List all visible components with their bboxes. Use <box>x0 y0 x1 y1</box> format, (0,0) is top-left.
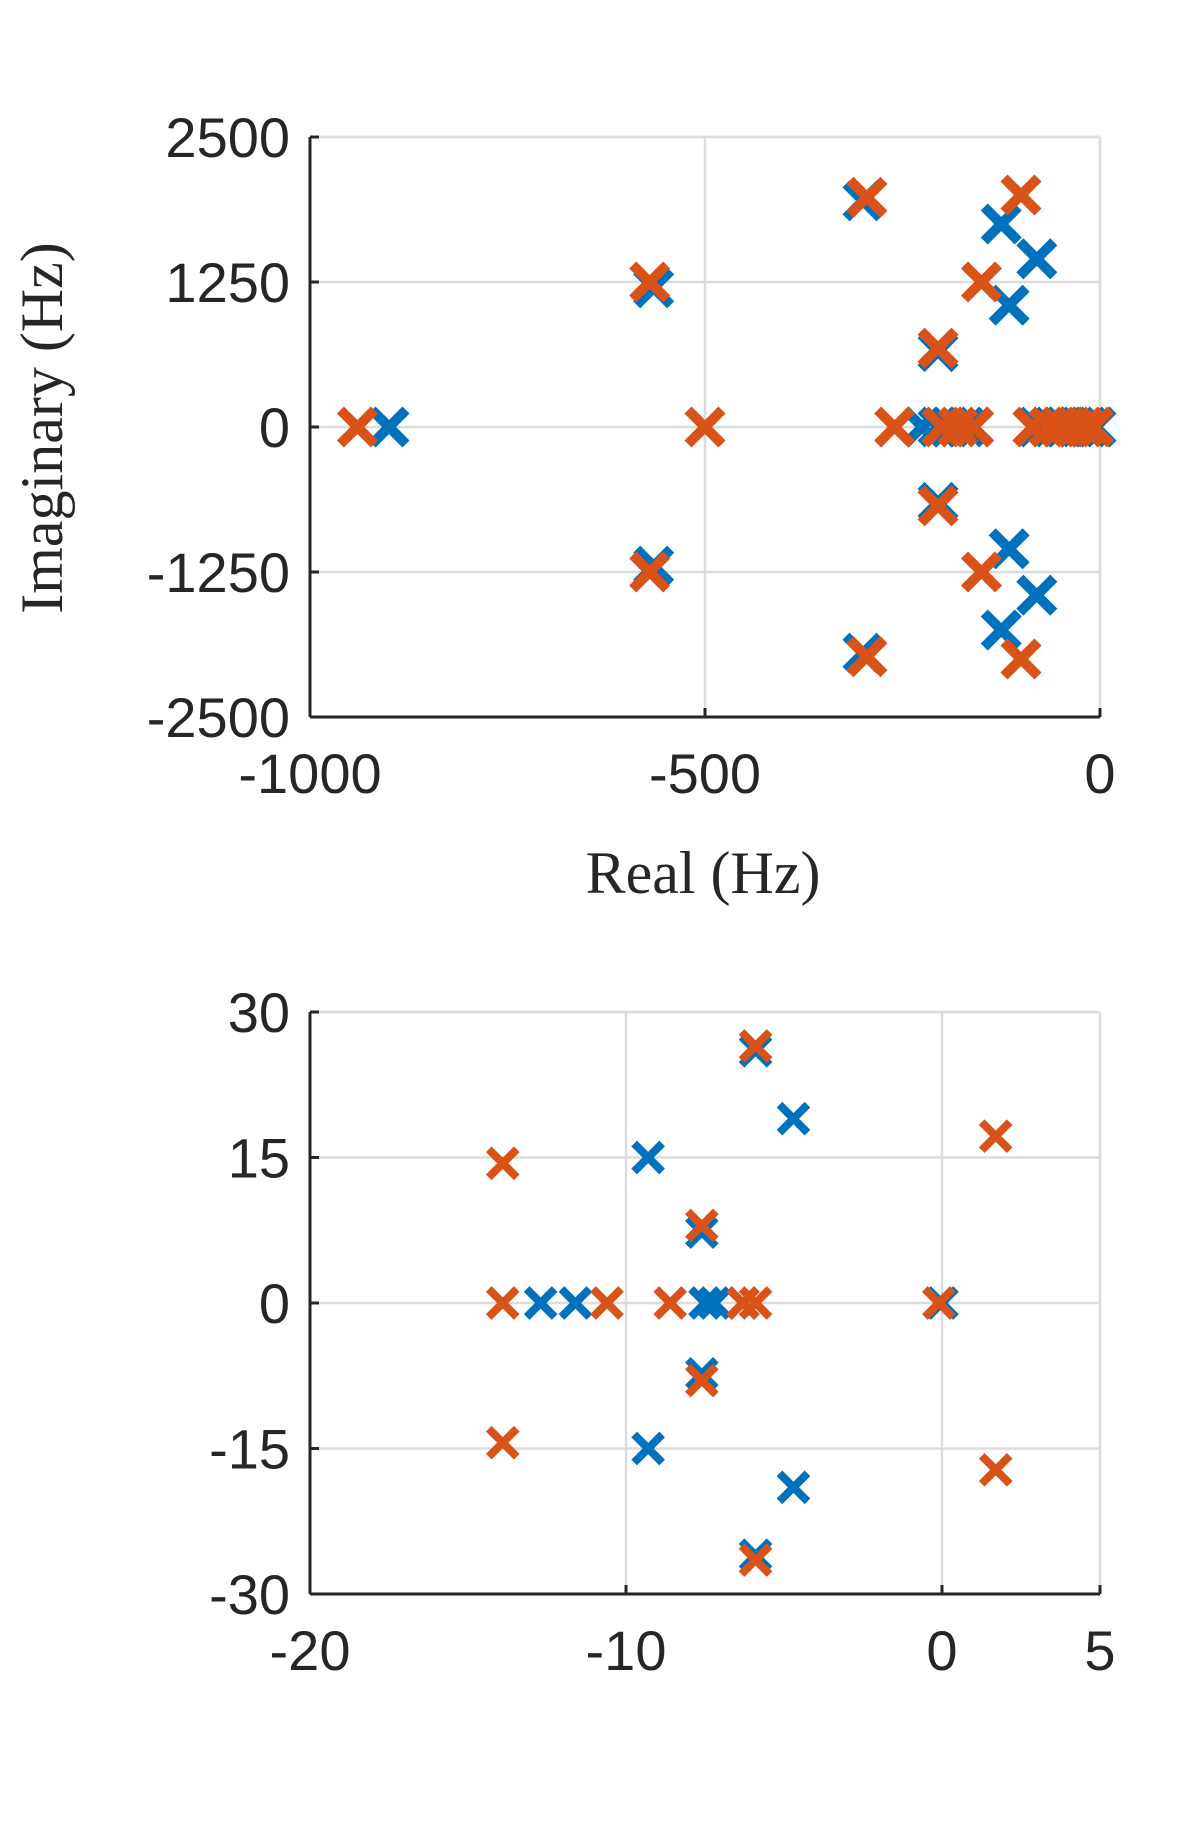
bottom-series-2-x-marker <box>485 1425 520 1460</box>
top-y-tick-label: 2500 <box>165 106 290 169</box>
bottom-y-tick-label: -15 <box>209 1418 290 1481</box>
bottom-plot-markers <box>485 1029 1013 1577</box>
top-series-2-x-marker <box>629 261 671 303</box>
bottom-series-1-x-marker <box>776 1101 811 1136</box>
bottom-x-tick-label: 5 <box>1084 1619 1115 1682</box>
bottom-series-2-x-marker <box>685 1208 719 1243</box>
top-series-1-x-marker <box>368 406 410 448</box>
bottom-y-tick-label: -30 <box>209 1563 290 1626</box>
bottom-series-1-x-marker <box>685 1356 719 1391</box>
top-series-2-x-marker <box>846 176 888 218</box>
top-series-2-x-marker <box>684 406 726 448</box>
top-series-2-x-marker <box>1073 406 1115 448</box>
bottom-series-1-x-marker <box>558 1286 593 1320</box>
bottom-series-2-x-marker <box>590 1286 624 1320</box>
bottom-series-2-x-marker <box>738 1543 773 1577</box>
top-series-1-x-marker <box>980 203 1022 245</box>
bottom-series-2-x-marker <box>978 1119 1013 1153</box>
top-series-2-x-marker <box>1000 638 1042 680</box>
bottom-series-2-x-marker <box>685 1363 719 1398</box>
bottom-series-2-x-marker <box>485 1286 520 1320</box>
top-series-2-x-marker <box>336 406 378 448</box>
top-y-tick-label: 1250 <box>165 251 290 314</box>
bottom-x-tick-label: -20 <box>270 1619 351 1682</box>
top-series-2-x-marker <box>953 406 995 448</box>
top-x-tick-label: 0 <box>1084 742 1115 805</box>
bottom-series-1-x-marker <box>776 1470 811 1505</box>
top-series-2-x-marker <box>917 327 959 369</box>
top-y-tick-label: -2500 <box>147 686 290 749</box>
bottom-series-1-x-marker <box>685 1215 719 1250</box>
top-series-1-x-marker <box>1016 574 1058 616</box>
top-series-2-x-marker <box>917 485 959 527</box>
bottom-series-2-x-marker <box>485 1146 520 1181</box>
bottom-y-tick-label: 0 <box>259 1272 290 1335</box>
top-x-tick-label: -1000 <box>238 742 381 805</box>
bottom-series-2-x-marker <box>726 1286 760 1320</box>
top-series-2-x-marker <box>629 551 671 593</box>
top-y-axis-label: Imaginary (Hz) <box>9 242 75 613</box>
bottom-plot-axes <box>308 1010 1102 1596</box>
top-plot-markers <box>336 174 1117 680</box>
bottom-x-tick-label: 0 <box>926 1619 957 1682</box>
top-series-2-x-marker <box>1063 406 1105 448</box>
top-series-1-x-marker <box>1016 238 1058 280</box>
bottom-series-2-x-marker <box>653 1286 688 1320</box>
top-series-2-x-marker <box>960 551 1003 593</box>
top-x-tick-label: -500 <box>649 742 761 805</box>
top-y-tick-label: 0 <box>259 396 290 459</box>
top-series-1-x-marker <box>980 609 1022 651</box>
bottom-series-1-x-marker <box>697 1286 732 1320</box>
bottom-pole-plot: -20 -10 0 5 30 15 0 -15 -30 <box>209 981 1116 1682</box>
bottom-y-tick-label: 30 <box>228 981 290 1044</box>
top-series-2-x-marker <box>1000 174 1042 216</box>
bottom-series-2-x-marker <box>978 1453 1013 1487</box>
top-series-2-x-marker <box>846 636 888 678</box>
bottom-series-1-x-marker <box>688 1286 722 1320</box>
bottom-series-2-x-marker <box>738 1286 773 1320</box>
top-x-axis-label: Real (Hz) <box>586 840 821 906</box>
bottom-series-1-x-marker <box>631 1140 665 1175</box>
bottom-series-2-x-marker <box>738 1029 773 1063</box>
bottom-x-tick-label: -10 <box>586 1619 667 1682</box>
top-series-2-x-marker <box>874 406 916 448</box>
bottom-series-1-x-marker <box>523 1286 558 1320</box>
bottom-plot-tick-labels: -20 -10 0 5 30 15 0 -15 -30 <box>209 981 1116 1682</box>
top-plot-axes <box>308 135 1102 719</box>
top-series-2-x-marker <box>960 261 1003 303</box>
top-y-tick-label: -1250 <box>147 541 290 604</box>
bottom-series-2-x-marker <box>922 1286 956 1320</box>
bottom-series-1-x-marker <box>631 1431 665 1466</box>
bottom-y-tick-label: 15 <box>228 1127 290 1190</box>
top-plot-tick-labels: -1000 -500 0 2500 1250 0 -1250 -2500 <box>147 106 1116 805</box>
